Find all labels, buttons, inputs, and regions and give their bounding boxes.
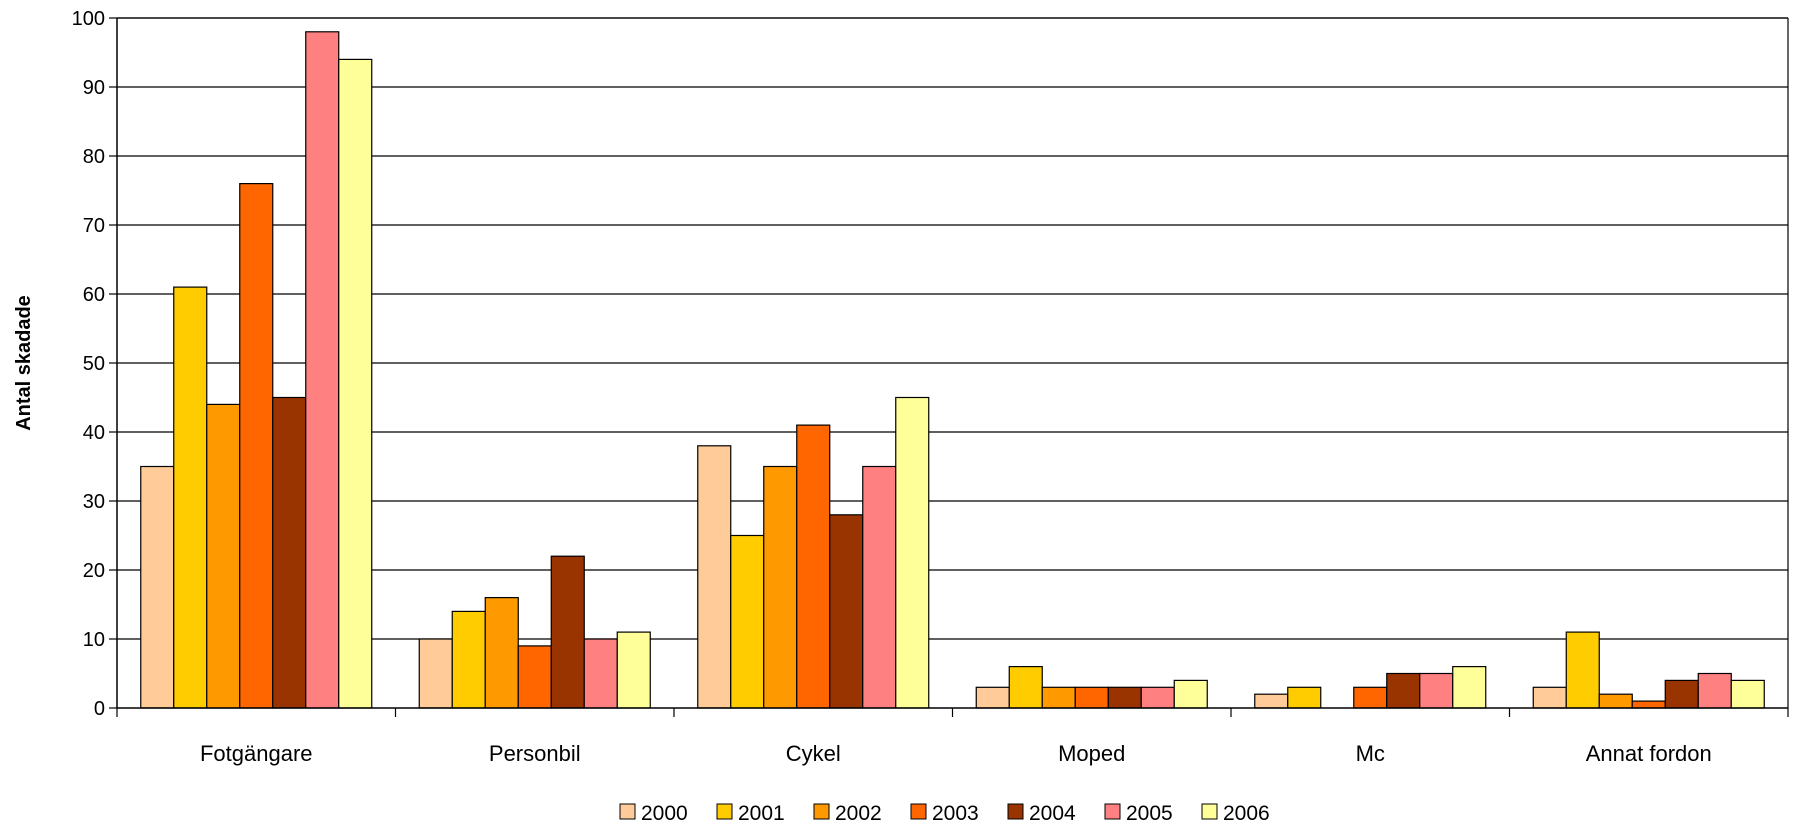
y-tick-label: 90 (83, 77, 105, 99)
y-tick-label: 100 (72, 8, 105, 30)
bar-2006-4 (1452, 665, 1487, 709)
y-tick-labels: 0 10 20 30 40 50 60 70 80 90 100 (72, 8, 105, 720)
bar-2006-2 (895, 396, 930, 709)
legend-label-2001: 2001 (738, 802, 785, 825)
bar-2005-2 (862, 465, 897, 709)
bar-2002-2 (763, 465, 798, 709)
bar-2004-2 (829, 514, 864, 709)
y-tick-label: 40 (83, 422, 105, 444)
legend-label-2004: 2004 (1029, 802, 1076, 825)
y-tick-label: 50 (83, 353, 105, 375)
bar-2004-5 (1664, 679, 1699, 709)
legend-swatch-2006 (1201, 803, 1218, 820)
legend-label-2005: 2005 (1126, 802, 1173, 825)
bar-2003-2 (796, 424, 831, 709)
bar-2002-1 (484, 596, 519, 709)
x-tick-label: Mc (1356, 741, 1385, 766)
bar-2000-5 (1532, 686, 1567, 709)
bar-2005-0 (305, 31, 340, 709)
bar-2001-0 (173, 286, 208, 709)
bars (140, 31, 1765, 709)
bar-2005-4 (1419, 672, 1454, 709)
bar-2004-0 (272, 396, 307, 709)
x-tick-labels: Fotgängare Personbil Cykel Moped Mc Annat for… (200, 741, 1712, 766)
bar-2000-0 (140, 465, 175, 709)
x-tick-label: Personbil (489, 741, 581, 766)
bar-2006-3 (1173, 679, 1208, 709)
y-tick-label: 0 (94, 698, 105, 720)
bar-2002-0 (206, 403, 241, 709)
bar-2001-3 (1008, 665, 1043, 709)
bar-2003-1 (517, 645, 552, 709)
legend-label-2006: 2006 (1223, 802, 1270, 825)
bar-2004-3 (1107, 686, 1142, 709)
bar-2001-4 (1287, 686, 1322, 709)
y-tick-label: 70 (83, 215, 105, 237)
legend-label-2000: 2000 (641, 802, 688, 825)
bar-2001-1 (451, 610, 486, 709)
x-tick-label: Annat fordon (1586, 741, 1712, 766)
bar-2006-5 (1730, 679, 1765, 709)
bar-2002-5 (1598, 693, 1633, 709)
bar-2005-3 (1140, 686, 1175, 709)
legend-swatch-2005 (1104, 803, 1121, 820)
y-tick-label: 30 (83, 491, 105, 513)
y-tick-label: 60 (83, 284, 105, 306)
legend-swatch-2002 (813, 803, 830, 820)
bar-2000-3 (975, 686, 1010, 709)
legend-swatch-2000 (619, 803, 636, 820)
y-tick-label: 10 (83, 629, 105, 651)
bar-2001-2 (730, 534, 765, 709)
bar-2000-4 (1254, 693, 1289, 709)
bar-2004-1 (550, 555, 585, 709)
bar-2000-2 (697, 445, 732, 709)
x-tick-label: Cykel (786, 741, 841, 766)
x-tick-label: Moped (1058, 741, 1125, 766)
bar-2006-0 (338, 58, 373, 709)
bar-2004-4 (1386, 672, 1421, 709)
bar-2005-5 (1697, 672, 1732, 709)
y-tick-label: 20 (83, 560, 105, 582)
bar-2006-1 (616, 631, 651, 709)
bar-2003-4 (1353, 686, 1388, 709)
bar-2003-0 (239, 183, 274, 709)
y-tick-label: 80 (83, 146, 105, 168)
legend-swatch-2003 (910, 803, 927, 820)
x-tick-label: Fotgängare (200, 741, 313, 766)
bar-2005-1 (583, 638, 618, 709)
bar-2001-5 (1565, 631, 1600, 709)
legend: 2000 2001 2002 2003 2004 2005 2006 (619, 802, 1270, 825)
bar-2003-3 (1074, 686, 1109, 709)
legend-label-2002: 2002 (835, 802, 882, 825)
bar-2002-3 (1041, 686, 1076, 709)
axes (109, 17, 1789, 717)
legend-swatch-2001 (716, 803, 733, 820)
legend-swatch-2004 (1007, 803, 1024, 820)
bar-2000-1 (418, 638, 453, 709)
y-axis-label: Antal skadade (13, 295, 35, 431)
legend-label-2003: 2003 (932, 802, 979, 825)
bar-2003-5 (1631, 700, 1666, 709)
